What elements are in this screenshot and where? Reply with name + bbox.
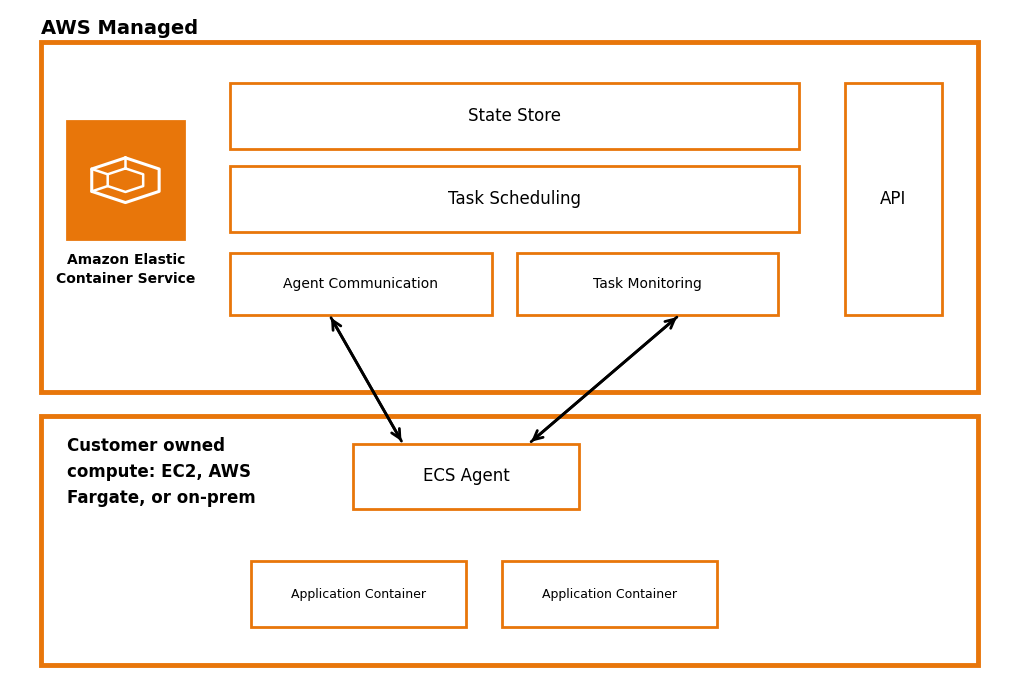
Text: AWS Managed: AWS Managed xyxy=(41,19,198,38)
Bar xyxy=(230,166,799,232)
Bar xyxy=(502,561,717,627)
Bar xyxy=(845,83,942,315)
Bar xyxy=(41,42,978,392)
Text: Customer owned
compute: EC2, AWS
Fargate, or on-prem: Customer owned compute: EC2, AWS Fargate… xyxy=(67,437,255,507)
Bar xyxy=(67,121,184,239)
Bar xyxy=(41,416,978,665)
Text: Amazon Elastic
Container Service: Amazon Elastic Container Service xyxy=(56,253,196,286)
Bar xyxy=(230,253,492,315)
Bar xyxy=(230,83,799,149)
Text: ECS Agent: ECS Agent xyxy=(423,468,509,485)
Text: Agent Communication: Agent Communication xyxy=(284,277,438,291)
Text: Application Container: Application Container xyxy=(542,588,677,601)
Text: Task Monitoring: Task Monitoring xyxy=(593,277,702,291)
Bar xyxy=(251,561,466,627)
Bar xyxy=(353,444,579,509)
Text: API: API xyxy=(881,191,906,208)
Text: Task Scheduling: Task Scheduling xyxy=(449,191,581,208)
Text: Application Container: Application Container xyxy=(291,588,426,601)
Text: State Store: State Store xyxy=(468,107,561,125)
Bar xyxy=(517,253,778,315)
